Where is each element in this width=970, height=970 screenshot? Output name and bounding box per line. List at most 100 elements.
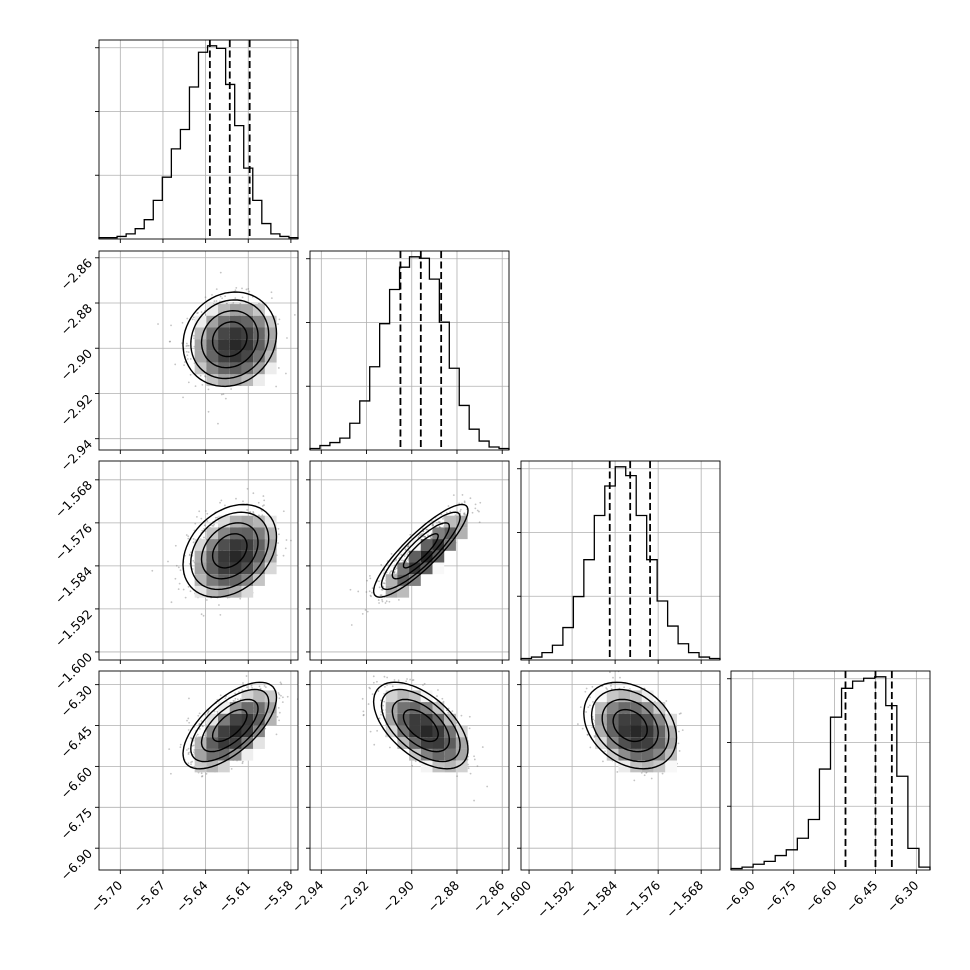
scatter-point bbox=[278, 697, 281, 700]
contour-2 bbox=[190, 511, 270, 591]
scatter-point bbox=[280, 694, 282, 697]
y-tick-label: −1.592 bbox=[52, 606, 95, 649]
panel-frame bbox=[98, 39, 299, 240]
scatter-point bbox=[383, 700, 386, 703]
scatter-point bbox=[241, 287, 243, 290]
scatter-point bbox=[201, 724, 204, 727]
scatter-point bbox=[478, 521, 481, 524]
histogram-2 bbox=[520, 466, 721, 660]
scatter-point bbox=[245, 288, 248, 291]
scatter-point bbox=[431, 524, 434, 527]
scatter-point bbox=[212, 525, 215, 527]
scatter-point bbox=[369, 730, 372, 733]
density-cell bbox=[206, 315, 219, 328]
density-cell bbox=[618, 690, 631, 703]
scatter-point bbox=[384, 602, 387, 604]
scatter-point bbox=[230, 388, 233, 390]
density-cell bbox=[618, 713, 631, 726]
density-cell bbox=[229, 574, 242, 586]
scatter-point bbox=[200, 772, 203, 775]
scatter-point bbox=[194, 385, 197, 387]
contour-1 bbox=[391, 698, 451, 753]
scatter-point bbox=[469, 497, 472, 500]
density-cell bbox=[665, 713, 678, 726]
density-cell bbox=[397, 574, 410, 586]
scatter-point bbox=[278, 711, 281, 714]
density-cell bbox=[665, 737, 678, 749]
scatter-point bbox=[438, 525, 441, 528]
scatter-point bbox=[257, 501, 260, 504]
scatter-point bbox=[205, 772, 208, 775]
panel-3-3: −6.90 −6.75 −6.60 −6.45 −6.30 bbox=[720, 670, 931, 916]
scatter-point bbox=[379, 594, 382, 597]
scatter-point bbox=[459, 508, 462, 511]
scatter-point bbox=[293, 313, 296, 316]
scatter-point bbox=[220, 499, 223, 502]
scatter-point bbox=[236, 698, 239, 701]
scatter-point bbox=[201, 775, 204, 777]
density-cell bbox=[194, 585, 207, 598]
scatter-point bbox=[678, 712, 681, 715]
scatter-point bbox=[202, 725, 204, 728]
scatter-point bbox=[407, 559, 410, 561]
scatter-point bbox=[371, 587, 374, 590]
scatter-point bbox=[187, 729, 190, 731]
scatter-point bbox=[188, 554, 191, 557]
scatter-point bbox=[213, 523, 215, 526]
scatter-point bbox=[187, 747, 190, 750]
scatter-point bbox=[584, 690, 587, 693]
density-cell bbox=[253, 713, 265, 726]
density-cell bbox=[241, 690, 254, 703]
density-cell bbox=[641, 737, 654, 749]
scatter-point bbox=[177, 588, 180, 591]
scatter-point bbox=[262, 495, 265, 497]
scatter-point bbox=[589, 704, 591, 707]
density-cell bbox=[264, 539, 277, 551]
scatter-point bbox=[586, 734, 589, 736]
scatter-point bbox=[368, 590, 371, 593]
scatter-point bbox=[381, 600, 384, 603]
scatter-point bbox=[188, 721, 191, 724]
scatter-point bbox=[388, 746, 391, 749]
scatter-point bbox=[380, 594, 383, 597]
scatter-point bbox=[190, 736, 192, 739]
density-cell bbox=[595, 702, 607, 714]
scatter-point bbox=[198, 712, 201, 715]
density-cell bbox=[218, 550, 230, 563]
scatter-point bbox=[213, 710, 216, 713]
x-tick-label: −6.75 bbox=[761, 878, 799, 916]
scatter-point bbox=[411, 668, 413, 670]
scatter-point bbox=[481, 746, 484, 748]
scatter-point bbox=[207, 410, 210, 413]
scatter-point bbox=[409, 678, 412, 681]
y-tick-label: −6.60 bbox=[57, 764, 95, 802]
scatter-point bbox=[388, 572, 391, 575]
scatter-point bbox=[206, 712, 209, 715]
scatter-point bbox=[284, 372, 287, 375]
scatter-point bbox=[407, 551, 410, 554]
scatter-point bbox=[576, 723, 579, 725]
scatter-point bbox=[201, 384, 204, 386]
scatter-point bbox=[397, 598, 400, 601]
density-cell bbox=[253, 327, 265, 340]
scatter-point bbox=[277, 692, 280, 694]
scatter-point bbox=[200, 613, 203, 616]
scatter-point bbox=[191, 760, 194, 763]
scatter-point bbox=[426, 534, 429, 537]
density-cell bbox=[641, 690, 654, 703]
density-cell bbox=[409, 702, 421, 714]
scatter-point bbox=[387, 564, 390, 567]
scatter-point bbox=[204, 296, 207, 299]
scatter-point bbox=[432, 524, 435, 527]
density-cell bbox=[241, 562, 254, 575]
density-cell bbox=[194, 737, 207, 749]
scatter-point bbox=[447, 711, 449, 714]
scatter-point bbox=[282, 510, 285, 513]
density-cell bbox=[264, 690, 277, 703]
scatter-point bbox=[401, 559, 403, 562]
scatter-point bbox=[372, 675, 375, 678]
scatter-point bbox=[585, 687, 588, 690]
density-cell bbox=[618, 760, 631, 773]
scatter-point bbox=[379, 699, 382, 702]
scatter-point bbox=[224, 697, 227, 700]
